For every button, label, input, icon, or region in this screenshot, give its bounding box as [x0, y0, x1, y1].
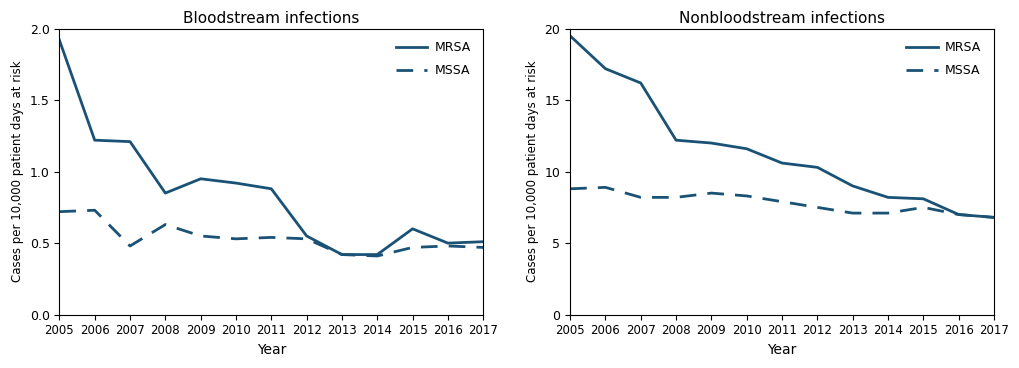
MRSA	[229, 181, 242, 185]
MRSA	[123, 139, 136, 144]
MRSA	[881, 195, 894, 199]
MSSA	[335, 252, 347, 257]
Line: MRSA: MRSA	[59, 40, 483, 255]
Legend: MRSA, MSSA: MRSA, MSSA	[900, 35, 986, 84]
X-axis label: Year: Year	[257, 343, 285, 357]
MSSA	[407, 245, 419, 250]
MRSA	[599, 67, 611, 71]
MSSA	[564, 187, 576, 191]
Y-axis label: Cases per 10,000 patient days at risk: Cases per 10,000 patient days at risk	[11, 61, 24, 283]
MSSA	[775, 199, 788, 204]
MRSA	[89, 138, 101, 142]
Line: MRSA: MRSA	[570, 36, 993, 217]
MRSA	[159, 191, 171, 195]
MRSA	[916, 197, 928, 201]
MSSA	[986, 215, 999, 220]
MRSA	[704, 141, 716, 145]
MRSA	[669, 138, 682, 142]
MRSA	[952, 212, 964, 217]
MSSA	[123, 244, 136, 248]
MRSA	[195, 177, 207, 181]
MRSA	[740, 146, 752, 151]
Title: Nonbloodstream infections: Nonbloodstream infections	[679, 11, 884, 26]
MRSA	[407, 227, 419, 231]
Legend: MRSA, MSSA: MRSA, MSSA	[389, 35, 477, 84]
Line: MSSA: MSSA	[570, 187, 993, 217]
MSSA	[229, 237, 242, 241]
MRSA	[986, 215, 999, 220]
MRSA	[335, 252, 347, 257]
MSSA	[704, 191, 716, 195]
Line: MSSA: MSSA	[59, 210, 483, 256]
MSSA	[846, 211, 858, 215]
MRSA	[477, 240, 489, 244]
MRSA	[846, 184, 858, 188]
MSSA	[53, 209, 65, 214]
MRSA	[301, 234, 313, 238]
MSSA	[952, 212, 964, 217]
X-axis label: Year: Year	[766, 343, 796, 357]
MRSA	[371, 252, 383, 257]
MSSA	[159, 222, 171, 227]
Y-axis label: Cases per 10,000 patient days at risk: Cases per 10,000 patient days at risk	[526, 61, 538, 283]
MSSA	[740, 194, 752, 198]
MSSA	[916, 205, 928, 210]
MRSA	[810, 165, 822, 170]
MRSA	[775, 161, 788, 165]
MRSA	[564, 33, 576, 38]
MSSA	[669, 195, 682, 199]
MSSA	[265, 235, 277, 240]
MRSA	[634, 81, 646, 85]
MSSA	[195, 234, 207, 238]
MSSA	[301, 237, 313, 241]
MSSA	[371, 254, 383, 258]
MRSA	[265, 187, 277, 191]
MSSA	[810, 205, 822, 210]
MSSA	[477, 245, 489, 250]
MSSA	[599, 185, 611, 190]
Title: Bloodstream infections: Bloodstream infections	[183, 11, 359, 26]
MSSA	[441, 244, 453, 248]
MSSA	[881, 211, 894, 215]
MSSA	[89, 208, 101, 212]
MRSA	[441, 241, 453, 245]
MRSA	[53, 38, 65, 42]
MSSA	[634, 195, 646, 199]
